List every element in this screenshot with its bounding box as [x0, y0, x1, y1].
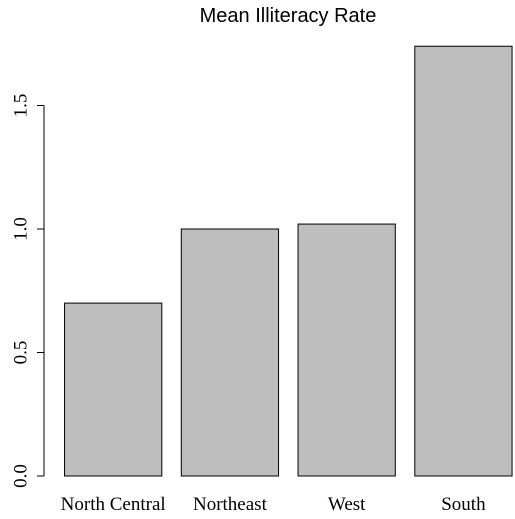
bar-north-central	[64, 302, 163, 477]
y-tick-label: 1.5	[10, 94, 31, 118]
chart-title: Mean Illiteracy Rate	[200, 5, 377, 27]
x-category-label: Northeast	[193, 494, 268, 515]
x-category-label: North Central	[61, 494, 166, 515]
y-tick-label: 0.0	[10, 464, 31, 488]
y-tick-label: 0.5	[10, 341, 31, 365]
x-category-label: West	[328, 494, 366, 515]
bars-group	[64, 45, 513, 477]
bar-northeast	[180, 228, 280, 477]
x-category-label: South	[441, 494, 486, 515]
x-axis-labels: North Central Northeast West South	[61, 494, 486, 515]
bar-west	[297, 223, 396, 477]
y-tick-label: 1.0	[10, 217, 31, 241]
y-axis: 0.0 0.5 1.0 1.5	[10, 94, 45, 488]
bar-south	[414, 45, 513, 477]
